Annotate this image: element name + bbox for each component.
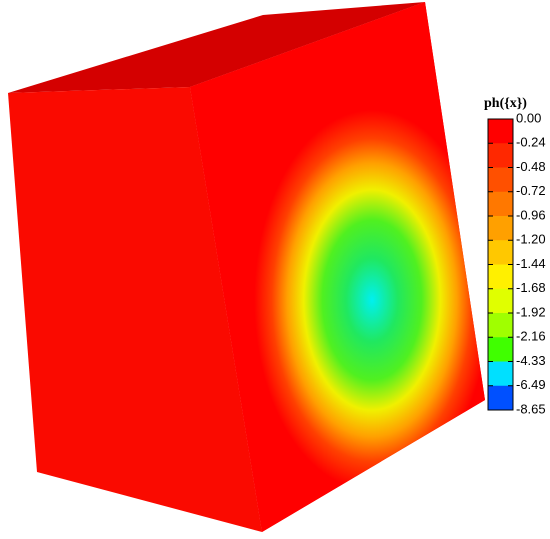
legend-label: -6.49 — [516, 377, 546, 392]
legend-swatch — [488, 167, 513, 193]
legend-label: -0.96 — [516, 207, 546, 222]
legend-label: 0.00 — [516, 110, 541, 125]
legend-swatch — [488, 385, 513, 411]
legend-swatch — [488, 216, 513, 241]
legend-label: -8.65 — [516, 401, 546, 416]
legend-swatch — [488, 240, 513, 265]
legend-swatch — [488, 264, 513, 290]
legend-swatch — [488, 313, 513, 338]
legend-label: -1.20 — [516, 232, 546, 247]
legend-label: -4.33 — [516, 353, 546, 368]
top-face — [8, 2, 425, 93]
legend-swatch — [488, 337, 513, 362]
right-face — [190, 2, 485, 532]
legend-title: ph({x}) — [484, 96, 527, 111]
box — [8, 2, 485, 532]
left-face — [8, 87, 262, 532]
legend-label: -1.68 — [516, 280, 546, 295]
legend-swatch — [488, 191, 513, 217]
legend-swatch — [488, 143, 513, 168]
legend-label: -0.72 — [516, 183, 546, 198]
legend-label: -1.92 — [516, 304, 546, 319]
legend-label: -2.16 — [516, 329, 546, 344]
legend-label: -0.48 — [516, 159, 546, 174]
legend-swatch — [488, 361, 513, 387]
legend-label: -0.24 — [516, 135, 546, 150]
legend-label: -1.44 — [516, 256, 546, 271]
legend-swatch — [488, 288, 513, 314]
legend-swatch — [488, 119, 513, 144]
